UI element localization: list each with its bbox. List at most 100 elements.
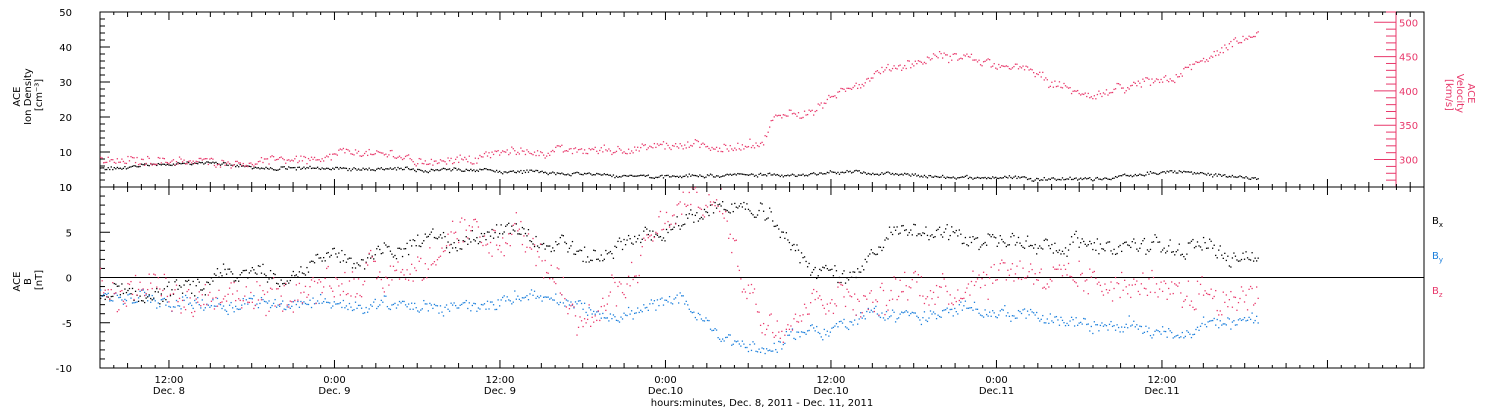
bx-point — [803, 256, 806, 258]
velocity-point — [661, 143, 663, 146]
bz-point — [1007, 269, 1009, 271]
bz-point — [609, 291, 612, 293]
by-point — [1219, 320, 1221, 322]
bz-point — [632, 278, 634, 281]
density-point — [379, 168, 381, 170]
density-point — [617, 176, 619, 179]
by-point — [453, 302, 455, 304]
bz-point — [500, 251, 502, 253]
density-point — [676, 175, 678, 178]
velocity-point — [1224, 44, 1226, 46]
by-point — [787, 334, 789, 336]
velocity-point — [1163, 76, 1165, 78]
bx-point — [696, 212, 698, 214]
bz-point — [850, 296, 853, 298]
bx-point — [491, 228, 493, 231]
density-point — [1151, 172, 1153, 174]
density-point — [450, 170, 452, 172]
by-point — [1046, 318, 1048, 320]
bx-point — [1028, 245, 1030, 248]
by-point — [781, 348, 783, 350]
bx-point — [562, 235, 565, 237]
density-point — [1133, 175, 1135, 177]
bz-point — [682, 191, 684, 193]
by-point — [415, 307, 417, 309]
bz-point — [107, 289, 109, 291]
bx-point — [743, 201, 745, 204]
by-point — [623, 312, 625, 314]
bx-point — [1164, 252, 1167, 254]
bz-point — [949, 294, 951, 296]
density-point — [873, 173, 876, 176]
bx-point — [178, 284, 181, 287]
density-point — [670, 176, 672, 178]
velocity-point — [706, 145, 709, 148]
bx-point — [143, 301, 146, 304]
by-point — [329, 302, 331, 304]
density-point — [811, 172, 813, 175]
bx-point — [479, 241, 481, 243]
density-point — [1067, 178, 1070, 180]
density-point — [696, 175, 698, 177]
density-point — [1240, 175, 1243, 178]
density-point — [579, 173, 581, 175]
bz-point — [948, 303, 950, 305]
by-point — [1114, 329, 1117, 331]
by-point — [565, 299, 568, 301]
density-point — [515, 172, 517, 174]
velocity-point — [201, 159, 203, 161]
velocity-point — [1128, 88, 1130, 90]
by-point — [1067, 324, 1070, 326]
density-point — [1058, 178, 1061, 181]
density-point — [115, 168, 117, 170]
bx-point — [676, 216, 678, 218]
bz-point — [1122, 289, 1124, 291]
velocity-point — [130, 155, 132, 158]
velocity-point — [1001, 65, 1003, 67]
bz-point — [715, 199, 718, 201]
bz-point — [899, 279, 901, 281]
bz-point — [468, 225, 470, 227]
by-point — [910, 312, 912, 315]
bx-point — [1242, 252, 1244, 254]
density-point — [1101, 179, 1103, 181]
density-point — [952, 176, 954, 178]
bz-point — [1092, 271, 1094, 274]
velocity-point — [351, 153, 354, 155]
bz-point — [570, 305, 572, 307]
density-point — [787, 174, 789, 176]
by-point — [591, 313, 593, 315]
bx-point — [659, 235, 662, 238]
by-point — [1231, 321, 1234, 323]
bz-point — [259, 284, 261, 287]
by-point — [373, 301, 375, 303]
density-point — [585, 173, 587, 175]
velocity-point — [479, 154, 481, 157]
velocity-point — [1174, 81, 1176, 84]
bx-point — [869, 253, 871, 255]
by-point — [421, 308, 423, 310]
by-point — [765, 348, 768, 350]
density-point — [1215, 173, 1217, 175]
by-point — [542, 296, 545, 298]
velocity-point — [1029, 68, 1032, 70]
by-point — [1036, 311, 1038, 314]
velocity-point — [184, 162, 187, 165]
by-point — [1058, 324, 1061, 326]
bz-point — [1060, 268, 1062, 270]
bz-point — [914, 270, 916, 273]
bx-point — [954, 232, 956, 234]
by-point — [553, 299, 555, 301]
velocity-point — [882, 71, 885, 73]
density-point — [151, 163, 153, 165]
bx-point — [236, 277, 238, 279]
velocity-point — [747, 145, 750, 148]
by-point — [673, 298, 675, 300]
bz-point — [1184, 299, 1187, 301]
density-point — [491, 169, 493, 172]
by-point — [471, 304, 473, 307]
velocity-point — [444, 161, 446, 163]
by-point — [1026, 310, 1029, 312]
by-point — [333, 301, 335, 303]
by-point — [118, 296, 120, 299]
